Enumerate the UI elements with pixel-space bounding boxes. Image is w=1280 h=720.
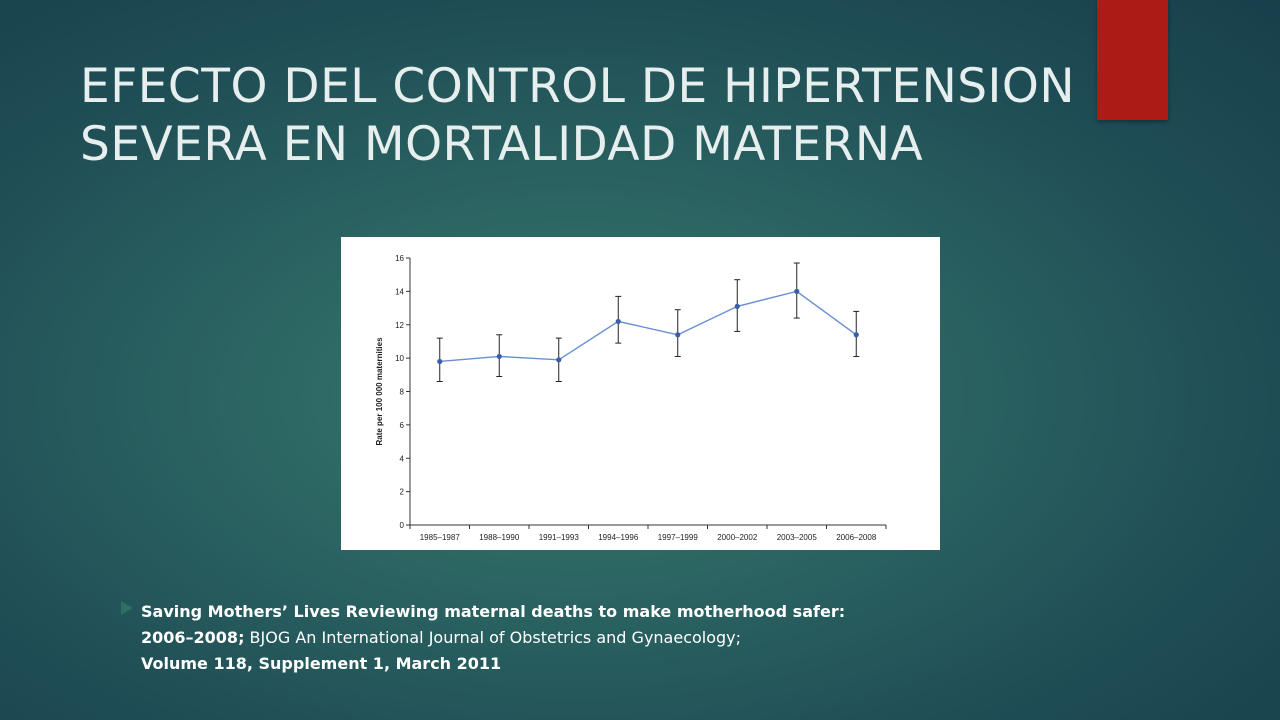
title-line-1: EFECTO DEL CONTROL DE HIPERTENSION — [80, 59, 1076, 114]
title-line-2: SEVERA EN MORTALIDAD MATERNA — [80, 117, 924, 172]
chart-figure: Rate per 100 000 maternities 0 2 4 6 8 10 12 14… — [341, 237, 940, 550]
citation-years: 2006–2008; — [141, 628, 245, 647]
x-tick-label: 2006–2008 — [836, 533, 877, 542]
x-tick-label: 1991–1993 — [539, 533, 580, 542]
y-tick-label: 8 — [400, 388, 405, 397]
series-line — [439, 290, 857, 363]
x-tick-label: 1994–1996 — [598, 533, 639, 542]
chart-ticks: 0 2 4 6 8 10 12 14 16 1985–1987 1988–1990 1991–1993… — [395, 254, 887, 542]
x-tick-label: 2000–2002 — [717, 533, 758, 542]
y-tick-label: 0 — [400, 521, 405, 530]
y-tick-label: 4 — [400, 454, 405, 463]
y-tick-label: 2 — [400, 488, 405, 497]
data-point — [675, 332, 681, 338]
slide-title: EFECTO DEL CONTROL DE HIPERTENSION SEVER… — [80, 58, 1200, 174]
data-point — [794, 288, 800, 294]
y-tick-label: 14 — [395, 287, 404, 296]
data-point — [615, 318, 621, 325]
y-tick-label: 16 — [395, 254, 404, 263]
chart-axes: Rate per 100 000 maternities — [375, 258, 886, 526]
x-tick-label: 1985–1987 — [420, 533, 461, 542]
chart-marks — [436, 262, 860, 382]
line-chart: Rate per 100 000 maternities 0 2 4 6 8 10 12 14… — [375, 254, 887, 542]
citation-line-2: 2006–2008; BJOG An International Journal… — [141, 625, 1141, 651]
y-tick-label: 12 — [395, 321, 404, 330]
y-axis-label: Rate per 100 000 maternities — [375, 337, 384, 446]
x-tick-label: 2003–2005 — [777, 533, 818, 542]
data-point — [496, 353, 502, 360]
data-point — [734, 303, 740, 309]
citation: Saving Mothers’ Lives Reviewing maternal… — [141, 599, 1141, 677]
y-tick-label: 10 — [395, 354, 404, 363]
bullet-arrow-icon — [121, 601, 133, 615]
citation-line-3: Volume 118, Supplement 1, March 2011 — [141, 654, 502, 673]
y-tick-label: 6 — [400, 421, 405, 430]
data-point — [437, 358, 443, 365]
citation-line-1: Saving Mothers’ Lives Reviewing maternal… — [141, 602, 846, 621]
x-tick-label: 1997–1999 — [658, 533, 699, 542]
x-tick-label: 1988–1990 — [479, 533, 520, 542]
citation-journal: BJOG An International Journal of Obstetr… — [244, 628, 742, 647]
data-point — [556, 357, 562, 363]
data-point — [853, 332, 859, 338]
accent-bar — [1097, 0, 1168, 120]
